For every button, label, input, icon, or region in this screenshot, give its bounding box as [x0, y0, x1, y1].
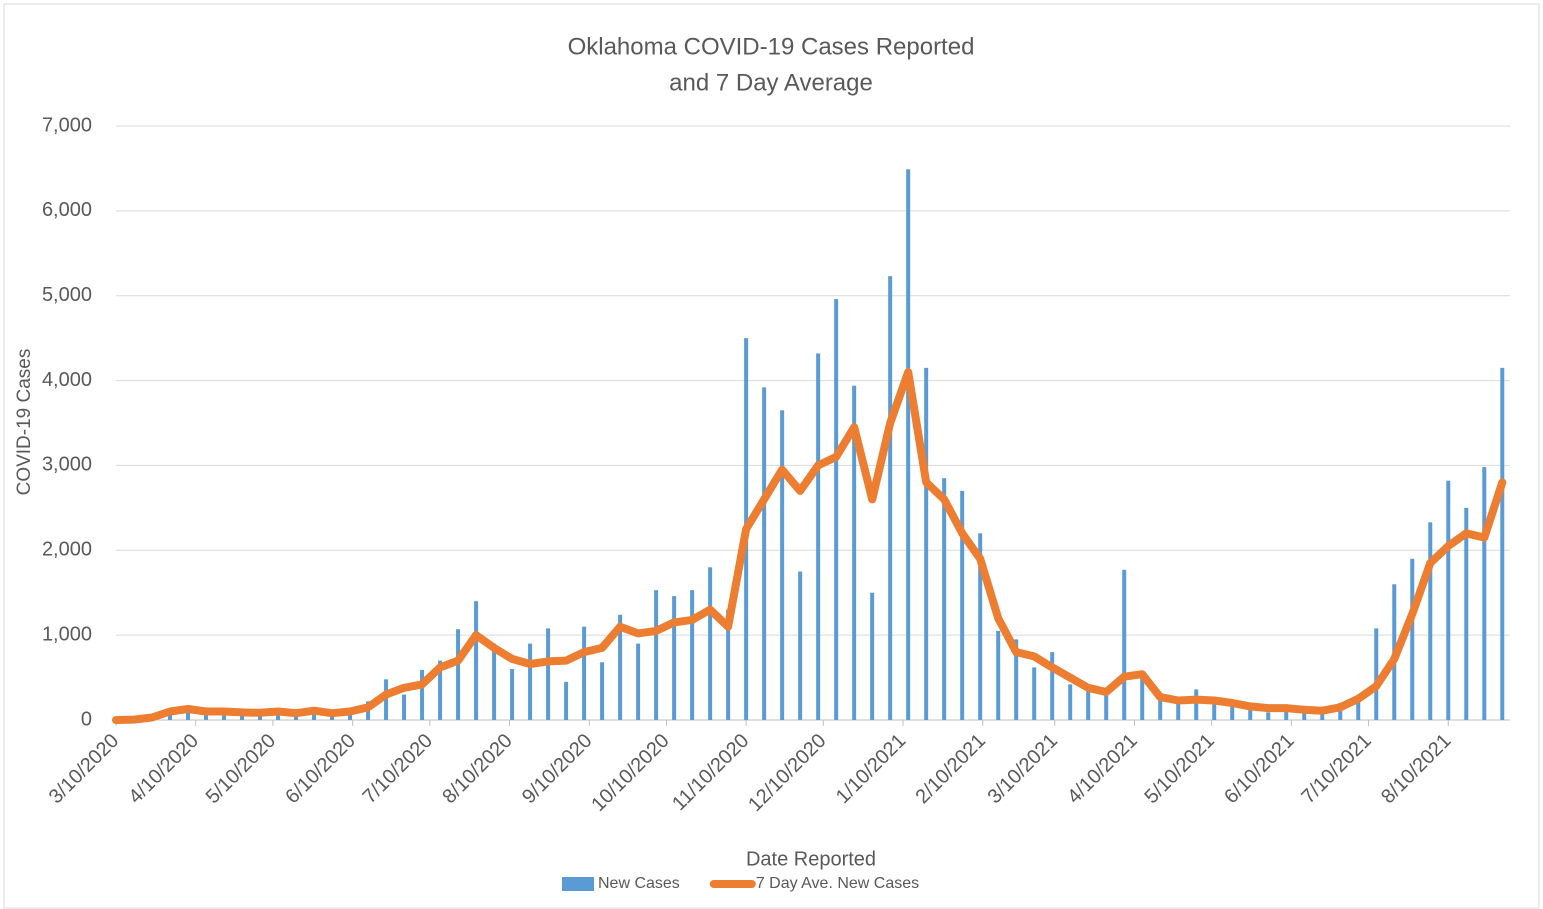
bar: [1482, 467, 1487, 720]
bar: [1410, 558, 1415, 720]
bar: [348, 712, 353, 720]
bar: [996, 630, 1001, 720]
y-tick-label: 7,000: [42, 114, 92, 136]
bar: [1014, 639, 1019, 720]
bar: [1302, 708, 1307, 720]
chart-title: and 7 Day Average: [669, 69, 873, 96]
bar: [204, 712, 209, 720]
bar: [258, 714, 263, 720]
bar: [1284, 706, 1289, 720]
chart-title: Oklahoma COVID-19 Cases Reported: [568, 33, 975, 60]
y-tick-label: 0: [81, 708, 92, 730]
legend-label: New Cases: [598, 875, 680, 892]
bar: [690, 590, 695, 720]
y-axis-label: COVID-19 Cases: [14, 349, 35, 496]
bar: [1050, 652, 1055, 720]
bar: [1248, 709, 1253, 720]
x-axis-label: Date Reported: [746, 848, 876, 870]
bar: [1356, 695, 1361, 720]
bar: [1104, 695, 1109, 720]
bar: [852, 385, 857, 720]
y-tick-label: 3,000: [42, 454, 92, 476]
bar: [1428, 522, 1433, 720]
bar: [1212, 702, 1217, 720]
y-tick-label: 5,000: [42, 284, 92, 306]
bar: [1464, 507, 1469, 720]
legend-label: 7 Day Ave. New Cases: [756, 875, 919, 892]
bar: [960, 490, 965, 720]
y-tick-label: 6,000: [42, 199, 92, 221]
bar: [924, 367, 929, 720]
bar: [456, 629, 461, 720]
bar: [528, 643, 533, 720]
bar: [420, 669, 425, 720]
bar: [672, 596, 677, 720]
bar: [546, 628, 551, 720]
bar: [618, 614, 623, 720]
chart-border: [3, 3, 1540, 909]
legend-swatch: [562, 877, 594, 891]
bar: [1500, 367, 1505, 720]
bar: [240, 713, 245, 720]
bar: [762, 387, 767, 720]
bar: [906, 169, 911, 720]
y-tick-label: 2,000: [42, 539, 92, 561]
bar: [1122, 569, 1127, 720]
bar: [600, 662, 605, 720]
y-tick-label: 1,000: [42, 623, 92, 645]
bar: [780, 410, 785, 720]
bar: [1320, 711, 1325, 720]
bar: [492, 643, 497, 720]
bar: [888, 276, 893, 720]
bar: [942, 478, 947, 720]
bar: [798, 571, 803, 720]
bar: [1086, 691, 1091, 720]
bar: [708, 567, 713, 720]
bar: [1158, 694, 1163, 720]
bar: [474, 601, 479, 720]
bar: [726, 609, 731, 720]
bar: [1338, 703, 1343, 720]
bar: [816, 353, 821, 720]
bar: [510, 669, 515, 720]
bar: [402, 694, 407, 720]
y-tick-label: 4,000: [42, 369, 92, 391]
bar: [384, 679, 389, 720]
bar: [438, 660, 443, 720]
bar: [1446, 480, 1451, 720]
bar: [1176, 697, 1181, 720]
bar: [978, 533, 983, 720]
line: [112, 368, 1507, 724]
bar: [1374, 628, 1379, 720]
bar: [582, 626, 587, 720]
bar: [1266, 712, 1271, 720]
bar: [1194, 689, 1199, 720]
bar: [1140, 677, 1145, 720]
bar: [1230, 704, 1235, 720]
bar: [1068, 684, 1073, 720]
bar: [870, 592, 875, 720]
bar: [654, 590, 659, 720]
bar: [564, 681, 569, 720]
bar: [636, 643, 641, 720]
bar: [1032, 667, 1037, 720]
bar: [834, 299, 839, 720]
bar: [186, 706, 191, 720]
